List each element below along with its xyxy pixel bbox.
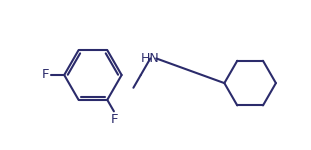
Text: F: F bbox=[111, 113, 118, 126]
Text: F: F bbox=[42, 69, 49, 81]
Text: HN: HN bbox=[141, 52, 160, 65]
